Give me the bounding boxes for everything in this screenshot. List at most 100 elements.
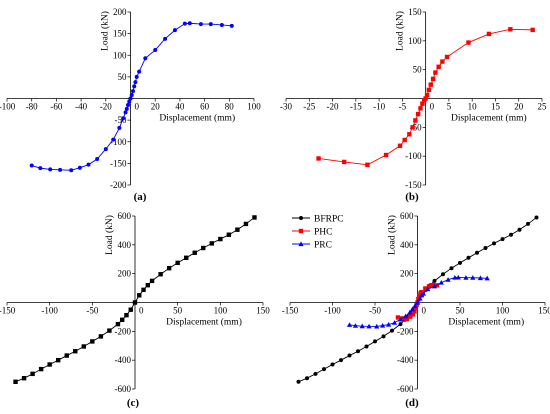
data-point xyxy=(192,250,197,255)
data-point xyxy=(352,323,359,328)
data-point xyxy=(69,168,74,173)
x-tick-label-zero: 0 xyxy=(139,306,144,316)
data-point xyxy=(347,353,352,358)
data-point xyxy=(374,323,380,329)
series-prc xyxy=(346,274,490,329)
data-point xyxy=(517,227,522,232)
data-point xyxy=(38,166,43,171)
data-point xyxy=(29,163,34,168)
data-point xyxy=(390,328,394,333)
y-tick-label: -100 xyxy=(110,137,127,147)
data-point xyxy=(184,255,189,261)
data-point xyxy=(356,349,360,354)
data-point xyxy=(107,328,112,333)
legend-marker xyxy=(299,216,303,220)
data-point xyxy=(120,317,125,322)
data-point xyxy=(133,80,138,85)
data-point xyxy=(143,56,148,61)
data-point xyxy=(534,215,539,220)
x-tick-label: 80 xyxy=(225,102,235,112)
data-point xyxy=(163,36,168,41)
y-tick-label: -200 xyxy=(115,326,132,336)
data-point xyxy=(175,260,180,266)
legend-label: BFRPC xyxy=(314,215,344,225)
data-point xyxy=(235,227,240,232)
data-point xyxy=(38,366,44,372)
data-point xyxy=(484,275,490,281)
data-point xyxy=(414,299,421,305)
y-tick-label: -200 xyxy=(397,326,414,336)
data-point xyxy=(414,302,419,308)
data-point xyxy=(346,322,353,327)
legend: BFRPC PHC PRC xyxy=(292,215,344,251)
y-tick-label: -600 xyxy=(397,384,414,394)
y-tick-label: -50 xyxy=(115,115,127,125)
data-point xyxy=(425,286,431,292)
chart-panel-2: -30 -25 -20 -15 -10 -5 5 10 15 20 25 -150 -100 -50 50 1… xyxy=(280,7,547,203)
data-point xyxy=(398,322,403,327)
data-point xyxy=(373,339,377,344)
x-tick-label: 10 xyxy=(468,102,478,112)
x-tick-label: -20 xyxy=(327,102,339,112)
data-point xyxy=(428,82,433,87)
data-point xyxy=(243,221,249,227)
x-tick-label: -50 xyxy=(86,306,98,316)
data-point xyxy=(137,69,142,74)
x-tick-label: 150 xyxy=(256,306,270,316)
data-point xyxy=(305,376,309,381)
x-tick-label: 100 xyxy=(496,306,510,316)
series-line xyxy=(29,21,234,173)
data-point xyxy=(444,54,450,60)
data-point xyxy=(166,265,172,271)
data-point xyxy=(117,125,122,130)
data-point xyxy=(381,334,386,339)
y-tick-label: -600 xyxy=(115,384,132,394)
x-tick-label: -100 xyxy=(41,306,58,316)
data-point xyxy=(436,64,441,69)
data-point xyxy=(48,167,53,172)
chart-panel-1: -100 -80 -60 -40 -20 20 40 60 80 100 -200 -150 -100 -… xyxy=(0,7,261,203)
data-point xyxy=(441,272,445,277)
data-point xyxy=(339,358,343,363)
x-tick-label: -50 xyxy=(369,306,381,316)
y-tick-label: 400 xyxy=(118,240,132,250)
data-point xyxy=(423,96,428,101)
data-point xyxy=(475,250,479,255)
data-point xyxy=(158,272,163,277)
data-point xyxy=(508,27,513,32)
data-point xyxy=(426,87,432,93)
data-point xyxy=(115,321,121,327)
x-axis-label: Displacement (mm) xyxy=(159,113,235,124)
data-point xyxy=(426,284,432,289)
data-point xyxy=(395,315,401,320)
legend-label: PRC xyxy=(314,241,332,251)
data-point xyxy=(386,321,392,327)
data-point xyxy=(412,303,418,309)
y-tick-label: 150 xyxy=(113,29,127,39)
x-tick-label: 20 xyxy=(151,102,161,112)
x-axis-label: Displacement (mm) xyxy=(166,317,242,328)
data-point xyxy=(412,309,417,314)
x-tick-label: -100 xyxy=(324,306,341,316)
data-point xyxy=(413,118,418,123)
data-point xyxy=(391,320,398,325)
x-tick-label: -60 xyxy=(50,102,62,112)
data-point xyxy=(137,293,142,298)
data-point xyxy=(145,283,150,288)
data-point xyxy=(322,367,326,372)
x-tick-label: -30 xyxy=(280,102,292,112)
data-point xyxy=(417,293,422,299)
data-point xyxy=(458,260,462,265)
data-point xyxy=(419,289,424,295)
y-tick-label: 100 xyxy=(113,50,127,60)
data-point xyxy=(95,157,100,162)
x-tick-label-zero: 0 xyxy=(422,306,427,316)
data-point xyxy=(77,165,82,170)
data-point xyxy=(402,137,407,143)
x-tick-label: -150 xyxy=(0,306,16,316)
data-point xyxy=(296,379,301,384)
data-point xyxy=(56,357,61,363)
x-tick-label: 150 xyxy=(538,306,550,316)
x-tick-label: 40 xyxy=(175,102,185,112)
data-point xyxy=(455,274,461,280)
